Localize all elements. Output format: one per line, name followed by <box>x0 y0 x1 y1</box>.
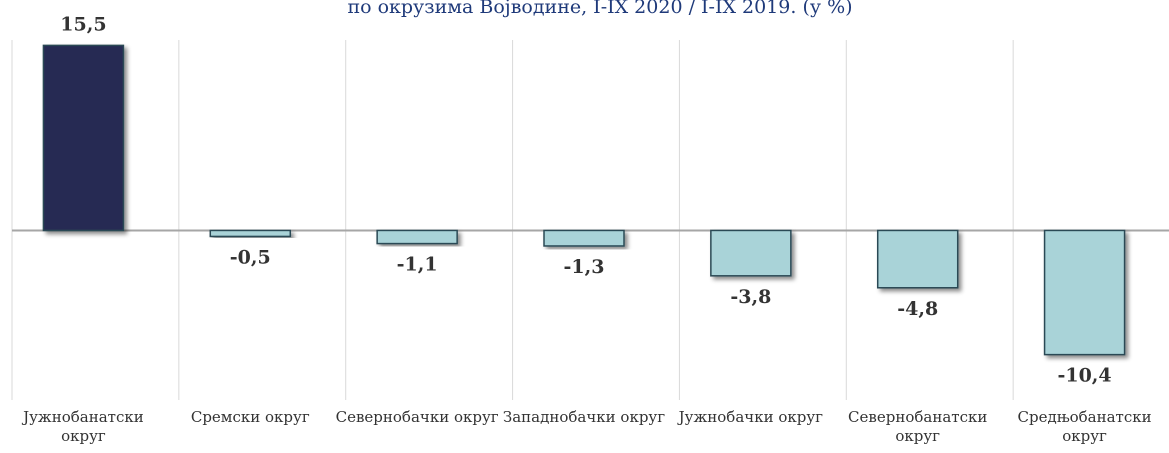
bar <box>42 44 125 232</box>
value-label: -1,1 <box>397 254 438 276</box>
x-tick-label: Сремски округ <box>190 408 310 426</box>
x-tick-label: Средњобанатски округ <box>1017 408 1152 445</box>
x-tick-label: Западнобачки округ <box>502 408 666 426</box>
bar <box>876 229 959 289</box>
x-tick-label: Јужнобанатски округ <box>23 408 144 445</box>
x-tick-label: Севернобанатски округ <box>848 408 988 445</box>
bar <box>1043 229 1126 356</box>
value-label: -1,3 <box>564 256 605 278</box>
value-label: -0,5 <box>230 246 271 268</box>
bar <box>376 229 458 245</box>
x-tick-label: Севернобачки округ <box>335 408 499 426</box>
value-label: -4,8 <box>897 298 938 320</box>
bar <box>710 229 792 277</box>
bar <box>543 229 625 247</box>
value-label: -3,8 <box>730 286 771 308</box>
chart-title: по окрузима Војводине, I-IX 2020 / I-IX … <box>347 0 852 18</box>
bar <box>209 229 292 238</box>
value-label: -10,4 <box>1057 365 1111 387</box>
value-label: 15,5 <box>60 13 106 35</box>
x-tick-label: Јужнобачки округ <box>678 408 824 426</box>
